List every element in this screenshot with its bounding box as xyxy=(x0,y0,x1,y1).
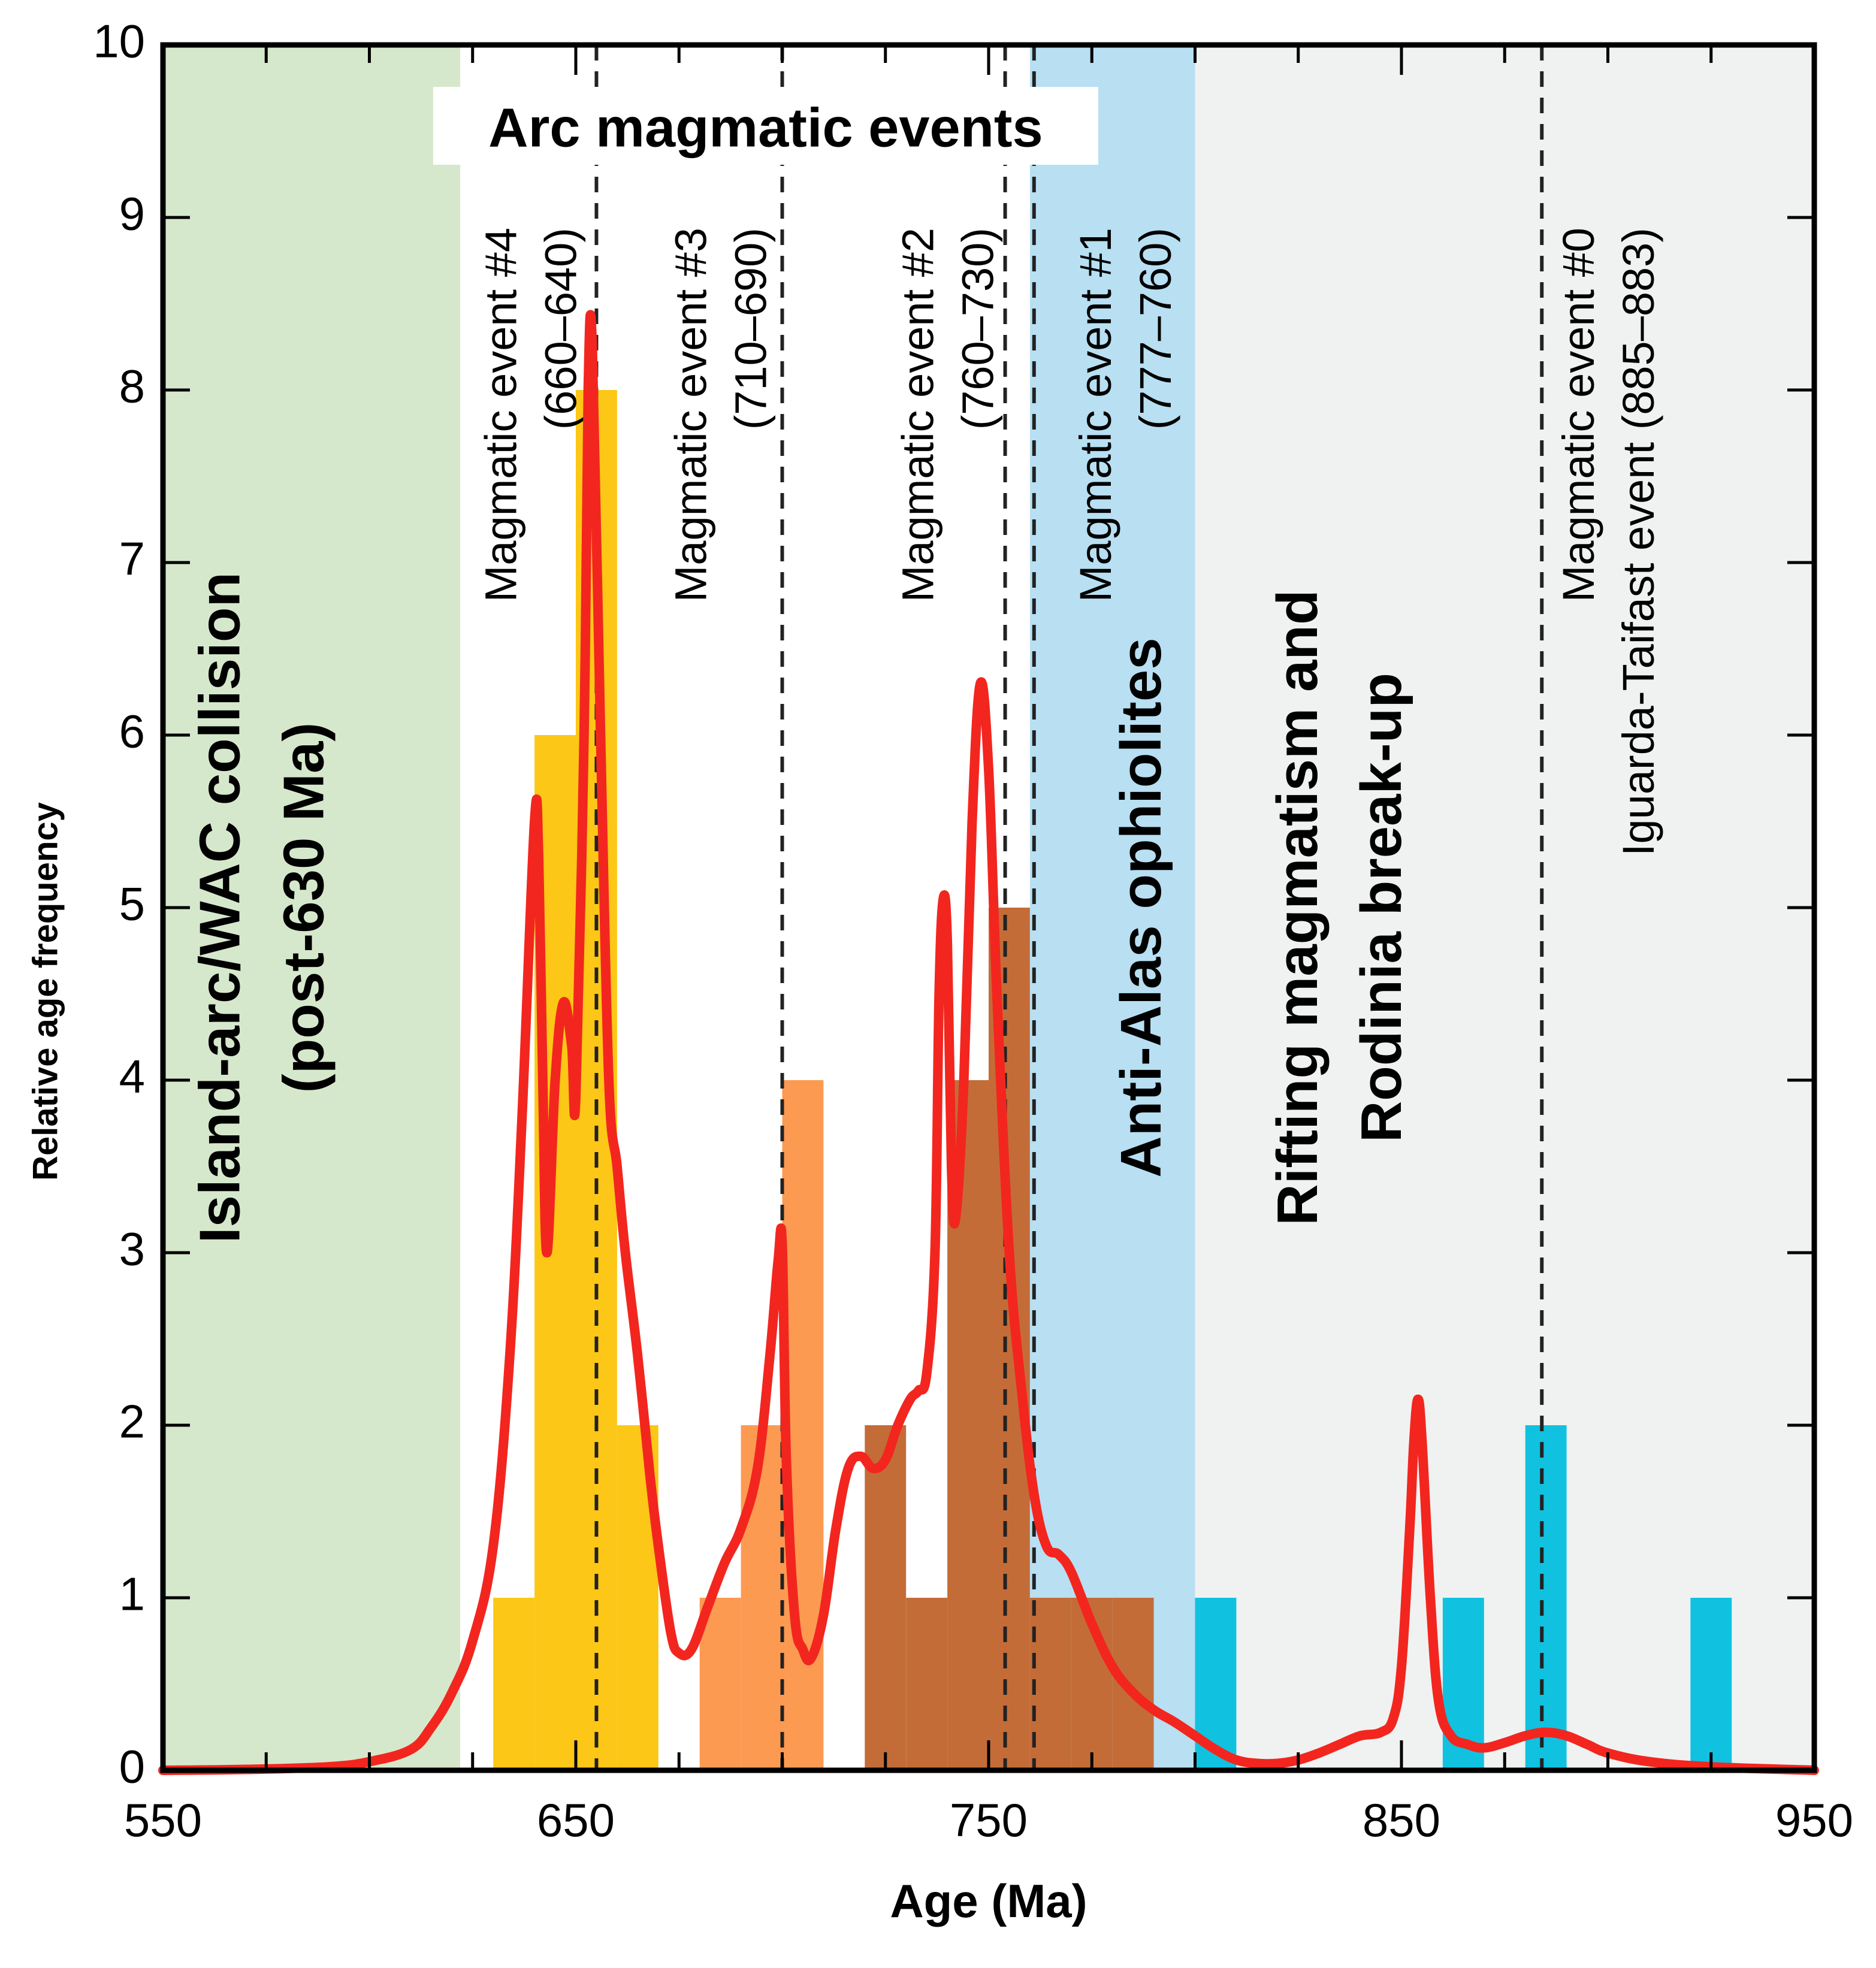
ytick-label-8: 8 xyxy=(119,360,145,413)
event-label-event-2-1: (760–730) xyxy=(953,228,1003,430)
xtick-label-950: 950 xyxy=(1775,1794,1853,1846)
ytick-label-6: 6 xyxy=(119,705,145,758)
region-label-rifting-1: Rodinia break-up xyxy=(1349,673,1413,1142)
event-label-event-3-1: (710–690) xyxy=(726,228,776,430)
bar-event-4-630 xyxy=(493,1598,535,1770)
xtick-label-850: 850 xyxy=(1363,1794,1440,1846)
bar-event-2-760 xyxy=(1029,1598,1071,1770)
ytick-label-5: 5 xyxy=(119,878,145,930)
axes: 0 1 2 3 4 5 6 7 8 9 10 550 650 750 850 950 Age (Ma) Relat… xyxy=(26,15,1853,1927)
region-label-anti-atlas-0: Anti-Alas ophiolites xyxy=(1109,637,1173,1177)
bar-event-0-880 xyxy=(1525,1425,1567,1770)
event-label-event-4-0: Magmatic event #4 xyxy=(476,228,526,602)
ytick-label-2: 2 xyxy=(119,1395,145,1448)
xtick-label-750: 750 xyxy=(950,1794,1028,1846)
bar-event-0-920 xyxy=(1690,1598,1732,1770)
ytick-label-10: 10 xyxy=(93,15,145,68)
y-axis-title: Relative age frequency xyxy=(26,802,65,1181)
bar-event-2-720 xyxy=(865,1425,907,1770)
xtick-label-650: 650 xyxy=(537,1794,615,1846)
region-label-island-arc-1: (post-630 Ma) xyxy=(272,722,336,1093)
event-label-event-4-1: (660–640) xyxy=(536,228,586,430)
bar-event-3-690 xyxy=(741,1425,783,1770)
ytick-label-1: 1 xyxy=(119,1568,145,1621)
event-label-event-0-1: Iguarda-Taifast event (885–883) xyxy=(1614,228,1663,856)
arc-title-background xyxy=(433,87,1098,165)
ytick-label-4: 4 xyxy=(119,1050,145,1103)
event-label-event-1-1: (777–760) xyxy=(1131,228,1180,430)
event-label-event-1-0: Magmatic event #1 xyxy=(1071,228,1120,602)
background-regions xyxy=(163,45,1814,1770)
ytick-label-7: 7 xyxy=(119,533,145,585)
region-label-rifting-0: Rifting magmatism and xyxy=(1265,590,1330,1225)
ytick-label-9: 9 xyxy=(119,188,145,240)
region-label-island-arc-0: Island-arc/WAC collision xyxy=(188,572,252,1243)
region-rifting xyxy=(1195,45,1814,1770)
xtick-label-550: 550 xyxy=(124,1794,202,1846)
region-labels: Island-arc/WAC collision (post-630 Ma) Ant… xyxy=(188,572,1413,1243)
x-axis-title: Age (Ma) xyxy=(890,1875,1087,1927)
bar-event-2-730 xyxy=(906,1598,948,1770)
arc-title: Arc magmatic events xyxy=(488,97,1043,158)
bar-event-1-780 xyxy=(1112,1598,1154,1770)
density-curve-group xyxy=(158,310,1819,1775)
event-label-event-0-0: Magmatic event #0 xyxy=(1554,228,1603,602)
ytick-label-0: 0 xyxy=(119,1740,145,1793)
bar-event-3-680 xyxy=(699,1598,741,1770)
arc-title-group: Arc magmatic events xyxy=(433,87,1098,165)
event-labels: Magmatic event #4 (660–640) Magmatic event… xyxy=(476,228,1663,856)
event-label-event-2-0: Magmatic event #2 xyxy=(893,228,943,602)
density-curve xyxy=(158,310,1819,1775)
ytick-label-3: 3 xyxy=(119,1223,145,1275)
region-island-arc xyxy=(163,45,461,1770)
region-anti-atlas xyxy=(1029,45,1195,1770)
event-label-event-3-0: Magmatic event #3 xyxy=(666,228,716,602)
